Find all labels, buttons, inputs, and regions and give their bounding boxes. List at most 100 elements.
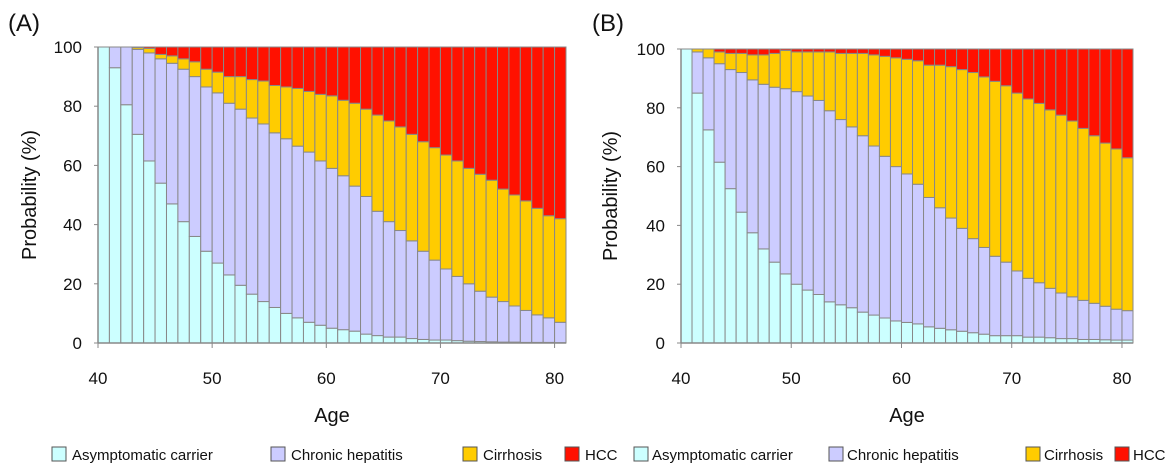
bar-chronic-age-65 xyxy=(956,227,969,332)
bar-cirrhosis-age-46 xyxy=(746,54,759,81)
bar-cirrhosis-age-80 xyxy=(554,218,567,323)
bar-cirrhosis-age-52 xyxy=(812,51,825,101)
bar-hcc-age-44 xyxy=(724,48,737,54)
bar-hcc-age-80 xyxy=(1121,48,1134,159)
bar-asymptomatic-age-69 xyxy=(1000,335,1013,344)
y-tick-label: 0 xyxy=(73,334,82,353)
bar-cirrhosis-age-75 xyxy=(1066,120,1079,298)
bar-hcc-age-54 xyxy=(257,46,270,82)
bar-cirrhosis-age-79 xyxy=(1110,148,1123,310)
bar-cirrhosis-age-62 xyxy=(348,102,362,187)
bar-hcc-age-60 xyxy=(325,46,339,97)
bar-chronic-age-51 xyxy=(801,95,814,291)
bar-asymptomatic-age-73 xyxy=(1044,337,1057,344)
bar-asymptomatic-age-49 xyxy=(200,250,213,344)
bar-asymptomatic-age-54 xyxy=(834,304,847,344)
bar-hcc-age-51 xyxy=(223,46,236,78)
bar-cirrhosis-age-54 xyxy=(834,52,847,121)
bar-chronic-age-50 xyxy=(211,92,225,264)
bar-asymptomatic-age-55 xyxy=(845,307,858,344)
bar-asymptomatic-age-41 xyxy=(691,92,704,344)
bar-hcc-age-47 xyxy=(177,46,190,60)
legend-label-hcc: HCC xyxy=(1133,447,1166,464)
bar-hcc-age-50 xyxy=(211,46,225,73)
bar-cirrhosis-age-51 xyxy=(801,51,814,97)
bar-hcc-age-61 xyxy=(912,48,925,62)
bar-cirrhosis-age-74 xyxy=(485,179,499,298)
bar-hcc-age-75 xyxy=(497,46,510,190)
bar-asymptomatic-age-40 xyxy=(680,48,693,344)
bar-chronic-age-49 xyxy=(200,86,213,252)
bar-cirrhosis-age-70 xyxy=(1011,92,1024,272)
legend-swatch-cirrhosis xyxy=(462,446,478,462)
bar-cirrhosis-age-70 xyxy=(439,154,453,270)
bar-hcc-age-63 xyxy=(360,46,373,110)
bar-asymptomatic-age-57 xyxy=(867,314,880,344)
bar-chronic-age-76 xyxy=(508,305,521,343)
bar-cirrhosis-age-59 xyxy=(889,57,902,168)
bar-asymptomatic-age-51 xyxy=(223,274,236,344)
bar-hcc-age-71 xyxy=(451,46,464,162)
bar-hcc-age-72 xyxy=(462,46,476,169)
bar-chronic-age-57 xyxy=(867,145,880,316)
bar-asymptomatic-age-59 xyxy=(314,324,327,344)
bar-chronic-age-69 xyxy=(1000,261,1013,337)
bar-cirrhosis-age-80 xyxy=(1121,157,1134,312)
bar-chronic-age-56 xyxy=(280,138,293,314)
bar-hcc-age-50 xyxy=(790,48,803,53)
bar-chronic-age-67 xyxy=(405,240,419,340)
bar-cirrhosis-age-58 xyxy=(878,55,891,157)
legend-swatch-chronic xyxy=(270,446,286,462)
y-tick-label: 80 xyxy=(646,99,665,118)
bar-hcc-age-72 xyxy=(1033,48,1046,104)
bar-asymptomatic-age-40 xyxy=(97,46,110,344)
bar-chronic-age-78 xyxy=(531,314,544,343)
bar-asymptomatic-age-58 xyxy=(878,317,891,344)
bar-chronic-age-49 xyxy=(779,88,792,275)
bar-chronic-age-45 xyxy=(154,58,167,184)
bar-chronic-age-74 xyxy=(1055,292,1068,340)
bar-asymptomatic-age-56 xyxy=(280,312,293,344)
bar-asymptomatic-age-49 xyxy=(779,273,792,344)
legend-label-cirrhosis: Cirrhosis xyxy=(483,447,542,464)
bar-chronic-age-66 xyxy=(394,230,407,338)
bar-cirrhosis-age-78 xyxy=(531,207,544,316)
bar-asymptomatic-age-51 xyxy=(801,289,814,344)
bar-cirrhosis-age-67 xyxy=(978,76,991,248)
bar-chronic-age-74 xyxy=(485,296,499,343)
bar-cirrhosis-age-47 xyxy=(177,58,190,70)
bar-hcc-age-74 xyxy=(1055,48,1068,116)
bar-chronic-age-41 xyxy=(691,51,704,94)
x-tick-label: 70 xyxy=(431,369,450,388)
bar-cirrhosis-age-63 xyxy=(360,108,373,197)
bar-cirrhosis-age-52 xyxy=(234,76,247,110)
bar-cirrhosis-age-61 xyxy=(337,99,350,177)
bar-chronic-age-64 xyxy=(371,210,384,337)
bar-hcc-age-65 xyxy=(956,48,969,71)
bar-asymptomatic-age-48 xyxy=(188,235,202,344)
bar-hcc-age-62 xyxy=(348,46,362,104)
legend-swatch-chronic xyxy=(828,446,844,462)
bar-hcc-age-77 xyxy=(519,46,533,202)
bar-asymptomatic-age-61 xyxy=(912,323,925,344)
legend-label-asymptomatic: Asymptomatic carrier xyxy=(72,447,213,464)
bars-group xyxy=(97,46,567,344)
x-tick-label: 80 xyxy=(1113,369,1132,388)
bar-chronic-age-58 xyxy=(302,151,316,323)
legend-label-hcc: HCC xyxy=(585,447,618,464)
y-tick-label: 100 xyxy=(54,38,82,57)
bar-chronic-age-72 xyxy=(1033,282,1046,338)
bar-chronic-age-80 xyxy=(554,321,567,344)
bar-hcc-age-59 xyxy=(889,48,902,59)
bar-chronic-age-48 xyxy=(188,76,202,237)
bar-hcc-age-45 xyxy=(154,46,167,55)
bar-cirrhosis-age-51 xyxy=(223,76,236,104)
bar-hcc-age-59 xyxy=(314,46,327,95)
bar-cirrhosis-age-43 xyxy=(713,51,726,65)
bar-chronic-age-71 xyxy=(451,275,464,342)
bar-asymptomatic-age-42 xyxy=(702,129,715,344)
bar-hcc-age-58 xyxy=(302,46,316,92)
x-tick-label: 40 xyxy=(672,369,691,388)
bar-hcc-age-49 xyxy=(200,46,213,70)
bar-hcc-age-79 xyxy=(1110,48,1123,150)
